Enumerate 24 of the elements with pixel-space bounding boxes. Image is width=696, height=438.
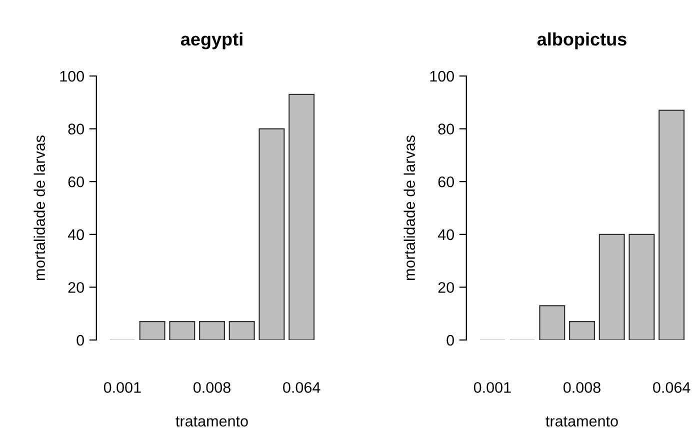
y-tick-label: 60 — [438, 176, 454, 188]
y-tick-label: 20 — [68, 282, 84, 293]
y-axis-title: mortalidade de larvas — [34, 136, 45, 280]
y-tick-label: 60 — [68, 176, 84, 188]
chart-title: aegypti — [180, 32, 242, 50]
chart-title: albopictus — [537, 32, 626, 50]
y-tick-label: 100 — [430, 70, 454, 82]
y-tick-label: 0 — [446, 334, 454, 346]
y-tick-label: 20 — [438, 282, 454, 293]
y-tick-label: 0 — [76, 334, 84, 346]
x-tick-label: 0.001 — [104, 382, 141, 393]
x-axis-title: tratamento — [176, 416, 248, 427]
y-axis-title: mortalidade de larvas — [404, 136, 415, 280]
x-tick-label: 0.001 — [474, 382, 511, 393]
y-tick-label: 100 — [60, 70, 84, 82]
x-tick-label: 0.008 — [193, 382, 230, 393]
x-tick-label: 0.008 — [563, 382, 600, 393]
x-axis-title: tratamento — [546, 416, 618, 427]
y-tick-label: 40 — [68, 229, 84, 240]
y-tick-label: 80 — [438, 124, 454, 134]
y-tick-label: 40 — [438, 229, 454, 240]
x-tick-label: 0.064 — [653, 382, 690, 393]
y-tick-label: 80 — [68, 124, 84, 134]
x-tick-label: 0.064 — [283, 382, 320, 393]
